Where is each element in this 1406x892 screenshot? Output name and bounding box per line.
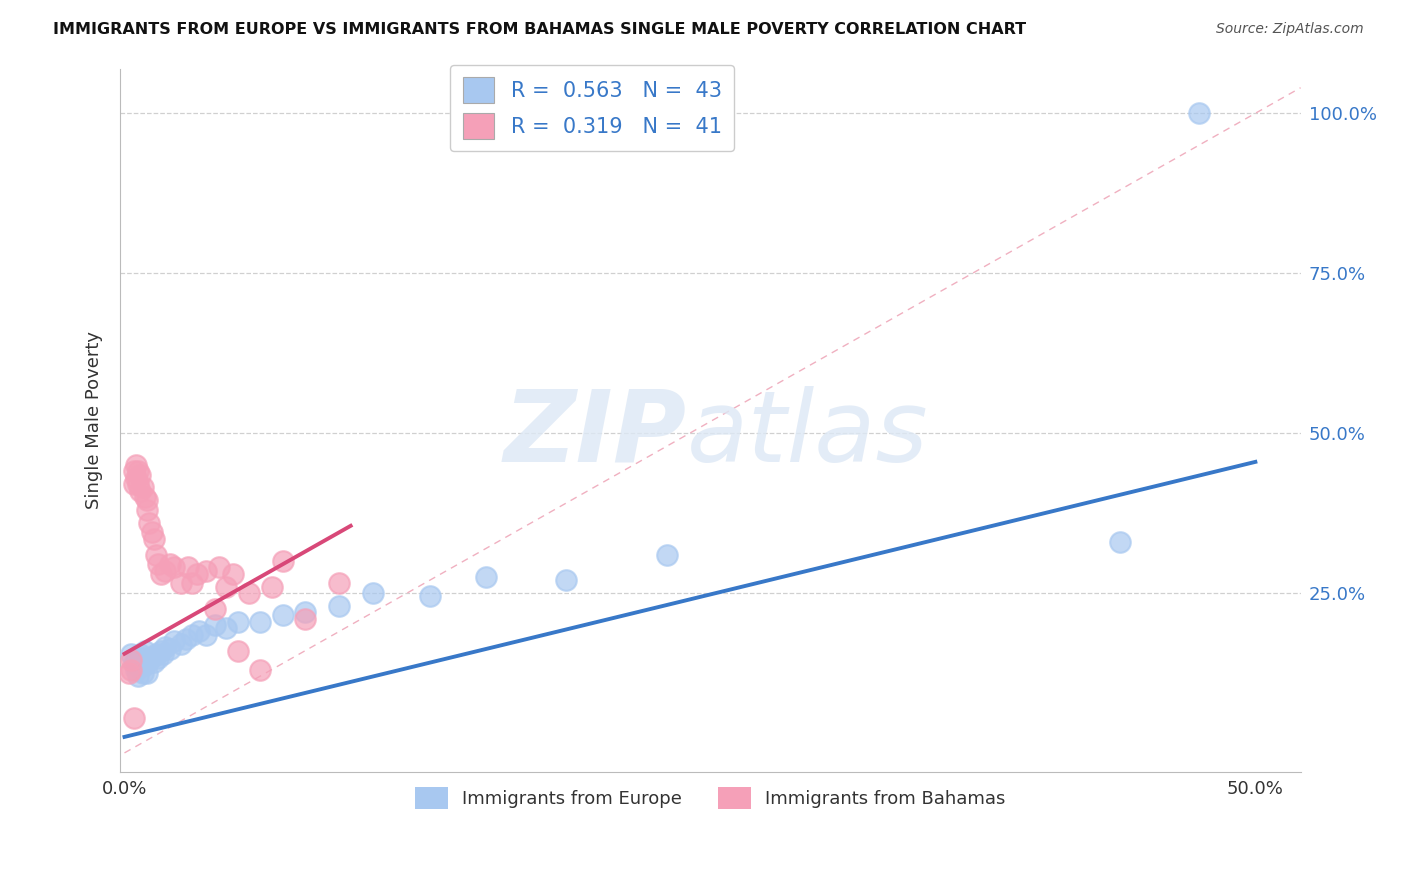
Point (120, 653, 142, 667)
Point (127, 669, 149, 683)
Y-axis label: Single Male Poverty: Single Male Poverty (86, 331, 103, 509)
Point (122, 657, 145, 671)
Point (127, 465, 149, 479)
Point (122, 477, 145, 491)
Point (153, 640, 176, 655)
Point (271, 554, 294, 568)
Point (141, 525, 163, 540)
Point (138, 653, 160, 667)
Point (294, 605, 316, 619)
Point (249, 615, 271, 629)
Point (142, 655, 165, 669)
Point (215, 580, 238, 594)
Point (142, 532, 165, 546)
Point (138, 516, 160, 530)
Point (361, 586, 384, 600)
Point (204, 602, 226, 616)
Text: atlas: atlas (686, 386, 928, 483)
Point (194, 627, 217, 641)
Point (159, 642, 181, 657)
Point (145, 548, 167, 562)
Point (129, 467, 152, 482)
Point (328, 576, 350, 591)
Point (159, 558, 181, 572)
Point (127, 659, 149, 673)
Point (148, 558, 170, 572)
Point (177, 560, 200, 574)
Point (215, 621, 238, 635)
Point (122, 465, 145, 479)
Point (419, 589, 441, 603)
Point (170, 637, 193, 651)
Point (131, 651, 153, 665)
Point (145, 647, 167, 661)
Point (271, 608, 294, 623)
Point (134, 657, 156, 672)
Point (1108, 534, 1130, 549)
Point (163, 560, 186, 574)
Text: ZIP: ZIP (503, 386, 686, 483)
Point (163, 634, 186, 648)
Point (226, 643, 249, 657)
Point (475, 570, 498, 584)
Point (120, 647, 142, 661)
Point (181, 627, 204, 641)
Point (136, 665, 159, 680)
Point (134, 643, 156, 657)
Point (136, 655, 159, 669)
Text: Source: ZipAtlas.com: Source: ZipAtlas.com (1216, 22, 1364, 37)
Point (174, 632, 197, 646)
Point (153, 564, 176, 578)
Point (136, 503, 159, 517)
Point (208, 560, 231, 574)
Point (148, 651, 170, 665)
Point (120, 663, 142, 677)
Point (260, 580, 283, 594)
Point (141, 649, 163, 664)
Point (554, 573, 576, 587)
Point (129, 483, 152, 498)
Point (127, 477, 149, 491)
Point (238, 586, 260, 600)
Point (129, 647, 152, 661)
Point (134, 490, 156, 504)
Point (222, 566, 245, 581)
Point (149, 643, 172, 657)
Point (186, 566, 208, 581)
Point (131, 665, 153, 680)
Point (152, 647, 174, 661)
Point (1188, 106, 1211, 120)
Point (226, 615, 249, 629)
Text: IMMIGRANTS FROM EUROPE VS IMMIGRANTS FROM BAHAMAS SINGLE MALE POVERTY CORRELATIO: IMMIGRANTS FROM EUROPE VS IMMIGRANTS FRO… (53, 22, 1026, 37)
Point (181, 576, 204, 591)
Point (125, 653, 148, 667)
Point (131, 480, 153, 494)
Point (149, 566, 172, 581)
Point (125, 471, 148, 485)
Point (170, 576, 193, 591)
Point (249, 663, 271, 677)
Legend: Immigrants from Europe, Immigrants from Bahamas: Immigrants from Europe, Immigrants from … (408, 780, 1012, 816)
Point (294, 611, 316, 625)
Point (188, 624, 211, 639)
Point (122, 711, 145, 725)
Point (657, 548, 679, 562)
Point (136, 493, 159, 508)
Point (129, 657, 152, 671)
Point (204, 618, 226, 632)
Point (194, 564, 217, 578)
Point (125, 663, 148, 677)
Point (328, 599, 350, 613)
Point (125, 458, 148, 472)
Point (118, 665, 141, 680)
